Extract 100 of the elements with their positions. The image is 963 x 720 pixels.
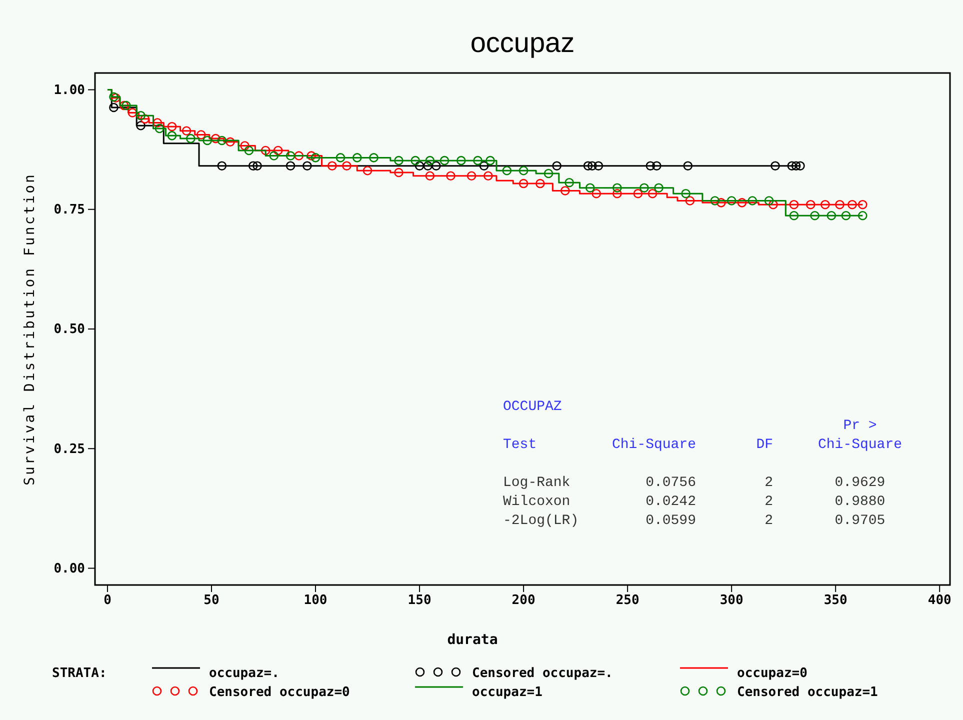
point <box>217 161 227 170</box>
point <box>810 210 820 220</box>
point <box>302 161 312 170</box>
point <box>787 161 797 170</box>
point <box>648 188 658 198</box>
point <box>286 161 296 170</box>
point <box>432 161 441 170</box>
point <box>136 121 146 130</box>
point <box>646 161 656 170</box>
point <box>518 166 528 176</box>
annotation: 0.0599 <box>646 513 696 529</box>
x-tick-label: 400 <box>928 593 952 608</box>
legend-label: occupaz=1 <box>472 685 543 700</box>
point <box>681 188 690 198</box>
annotation: 0.0242 <box>646 494 696 510</box>
point <box>186 134 196 144</box>
point <box>244 146 254 156</box>
x-tick-label: 150 <box>408 593 432 608</box>
point <box>835 200 844 210</box>
point <box>342 161 352 170</box>
point <box>260 146 270 156</box>
point <box>737 198 747 208</box>
annotation: Log-Rank <box>503 475 570 491</box>
point <box>770 161 780 170</box>
point <box>518 178 528 188</box>
point <box>122 100 131 110</box>
annotation: Chi-Square <box>818 437 902 453</box>
point <box>273 146 283 156</box>
point <box>806 200 816 210</box>
annotation: Wilcoxon <box>503 494 570 510</box>
point <box>136 110 146 120</box>
annotation: Test <box>503 437 537 453</box>
point <box>109 102 118 112</box>
point <box>583 161 593 170</box>
x-tick-label: 200 <box>512 593 536 608</box>
annotation: 2 <box>764 475 773 491</box>
annotation: 2 <box>764 494 773 510</box>
point <box>394 168 404 178</box>
point <box>410 156 420 166</box>
annotation: 0.0756 <box>646 475 696 491</box>
point <box>425 156 435 166</box>
annotation: -2Log(LR) <box>503 513 579 529</box>
point <box>394 156 404 166</box>
legend-label: Censored occupaz=. <box>472 666 613 681</box>
point <box>592 188 601 198</box>
point <box>820 200 830 210</box>
point <box>848 200 857 210</box>
point <box>473 156 482 166</box>
x-axis-title: durata <box>447 632 498 648</box>
point <box>612 188 622 198</box>
annotation: DF <box>756 437 773 453</box>
y-tick-label: 0.25 <box>54 442 85 457</box>
point <box>425 171 435 181</box>
point <box>640 183 649 192</box>
point <box>286 151 296 160</box>
y-tick-label: 0.00 <box>54 561 86 576</box>
point <box>182 126 192 136</box>
point <box>362 166 372 176</box>
x-tick-label: 0 <box>104 593 112 608</box>
y-tick-label: 0.75 <box>54 202 85 218</box>
point <box>796 161 805 170</box>
point <box>240 141 250 150</box>
x-tick-label: 100 <box>304 593 328 608</box>
point <box>211 134 220 144</box>
point <box>594 161 604 170</box>
point <box>726 196 736 206</box>
point <box>858 200 868 210</box>
point <box>764 196 774 206</box>
point <box>456 156 466 166</box>
point <box>196 130 206 140</box>
point <box>710 196 720 206</box>
point <box>352 153 362 162</box>
point <box>269 151 279 160</box>
point <box>446 171 456 181</box>
point <box>716 198 726 208</box>
point <box>440 156 450 166</box>
y-axis-title: Survival Distribution Function <box>22 172 38 486</box>
point <box>841 210 851 220</box>
legend-label: Censored occupaz=0 <box>209 685 350 700</box>
x-tick-label: 50 <box>204 593 220 608</box>
point <box>552 161 562 170</box>
point <box>414 161 424 170</box>
annotation: 0.9880 <box>834 494 886 510</box>
point <box>585 183 595 192</box>
point <box>336 153 346 162</box>
point <box>564 178 574 188</box>
y-tick-label: 0.50 <box>54 322 86 338</box>
point <box>226 137 235 147</box>
point <box>588 161 597 170</box>
point <box>252 161 262 170</box>
point <box>748 196 758 206</box>
point <box>154 124 164 134</box>
point <box>685 196 695 206</box>
point <box>167 131 177 140</box>
point <box>486 156 495 166</box>
point <box>306 151 316 160</box>
point <box>128 108 138 118</box>
point <box>652 161 662 170</box>
point <box>484 171 493 181</box>
point <box>502 166 512 176</box>
